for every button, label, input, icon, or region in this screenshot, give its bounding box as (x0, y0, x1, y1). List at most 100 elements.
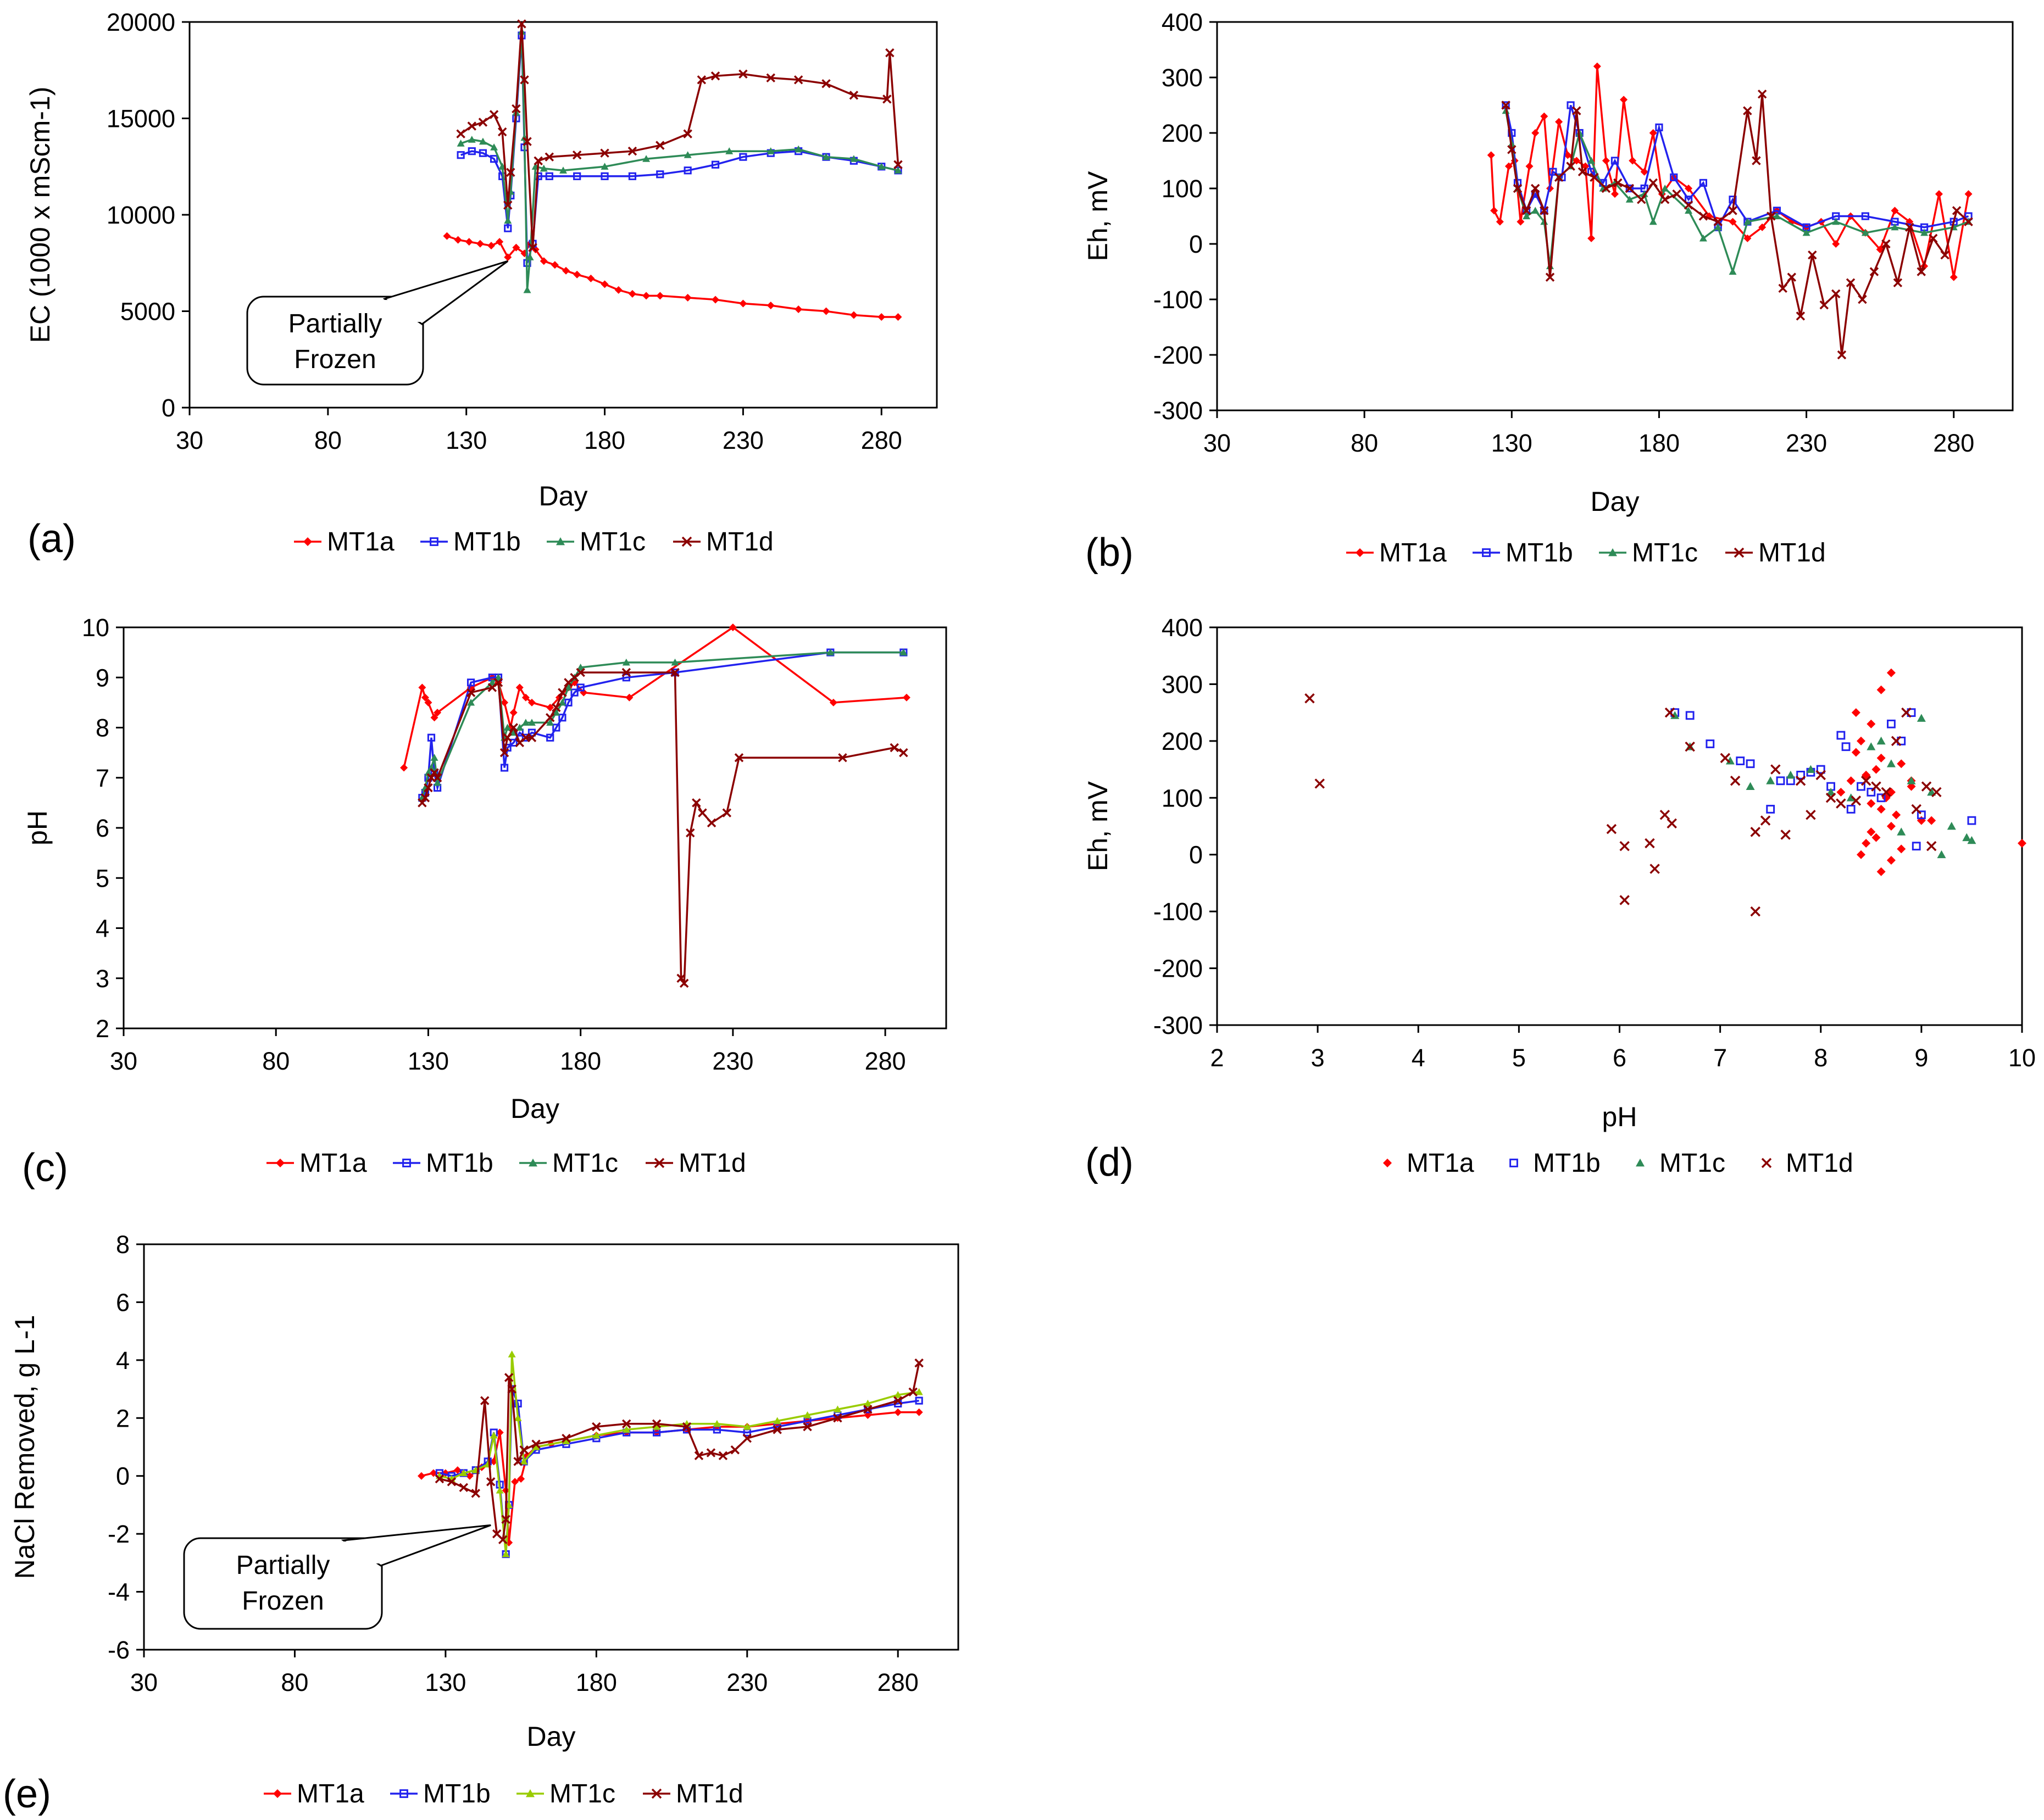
data-point (1886, 822, 1896, 831)
legend-item-mt1d: MT1d (1761, 1149, 1853, 1178)
legend-marker (399, 1789, 408, 1798)
data-point (546, 733, 554, 742)
data-point (1611, 190, 1619, 198)
data-point (1487, 151, 1495, 159)
data-point (447, 1477, 457, 1487)
data-point (628, 290, 636, 298)
x-tick-label: 130 (1491, 429, 1532, 457)
data-point (517, 19, 526, 29)
data-point (468, 136, 476, 143)
data-point (497, 127, 507, 137)
legend-item-mt1c: MT1c (519, 1149, 618, 1178)
data-point (1659, 810, 1670, 820)
data-point (1766, 805, 1775, 814)
data-point (642, 292, 651, 300)
data-point (915, 1388, 923, 1395)
legend-marker (654, 1157, 665, 1168)
data-point (893, 160, 903, 169)
legend-marker (276, 1159, 285, 1167)
data-point (1752, 156, 1761, 165)
data-point (601, 172, 609, 180)
x-tick-label: 4 (1412, 1044, 1425, 1072)
data-point (558, 714, 566, 722)
data-point (1649, 129, 1657, 137)
legend-label: MT1b (423, 1779, 491, 1808)
data-point (899, 648, 908, 656)
data-point (1760, 815, 1771, 826)
x-tick-label: 180 (560, 1047, 601, 1075)
data-point (1846, 805, 1856, 814)
data-point (1758, 223, 1767, 231)
y-tick-label: -200 (1153, 341, 1203, 369)
data-point (1546, 262, 1554, 269)
data-point (558, 698, 566, 706)
data-point (545, 172, 553, 180)
data-point (1806, 765, 1815, 773)
data-point (1836, 787, 1846, 797)
data-point (1917, 810, 1926, 820)
y-tick-label: -4 (108, 1578, 130, 1606)
y-tick-label: 300 (1162, 670, 1203, 698)
data-point (1905, 222, 1914, 232)
data-point (1757, 90, 1767, 99)
data-point (1750, 906, 1760, 917)
y-tick-label: -6 (108, 1636, 130, 1664)
data-point (1685, 207, 1693, 214)
data-point (1862, 839, 1871, 848)
data-point (1891, 736, 1902, 747)
data-point (793, 75, 803, 85)
data-point (1964, 217, 1973, 226)
data-point (1770, 764, 1781, 775)
data-point (718, 1451, 728, 1461)
data-point (558, 688, 567, 697)
data-point (902, 693, 910, 702)
data-point (679, 978, 689, 988)
data-point (684, 166, 692, 175)
x-tick-label: 80 (281, 1668, 308, 1696)
y-tick-label: 100 (1162, 784, 1203, 812)
y-tick-label: -300 (1153, 397, 1203, 425)
y-tick-label: 10000 (107, 201, 175, 229)
data-point (506, 168, 515, 177)
x-tick-label: 3 (1311, 1044, 1325, 1072)
data-point (1920, 229, 1929, 236)
data-point (1871, 833, 1881, 842)
data-point (1871, 781, 1881, 792)
data-point (1304, 693, 1315, 704)
chart-a: 30 80 130 180 230 280 0 5000 10000 15000 20000 Day E… (25, 8, 938, 561)
y-tick-label: 4 (96, 915, 109, 943)
data-point (1767, 212, 1776, 221)
data-point (773, 1417, 781, 1424)
data-point (592, 1422, 601, 1432)
data-point (1867, 799, 1876, 808)
data-point (1778, 283, 1787, 293)
data-point (564, 698, 573, 706)
data-point (534, 156, 543, 165)
data-point (1314, 778, 1325, 789)
panel-label: (e) (3, 1772, 51, 1816)
data-point (915, 1408, 923, 1416)
data-point (890, 743, 899, 753)
legend-marker (651, 1788, 662, 1799)
legend-item-mt1d: MT1d (1725, 538, 1826, 567)
y-tick-label: 200 (1162, 119, 1203, 147)
y-tick-label: -200 (1153, 955, 1203, 983)
data-point (1521, 206, 1531, 215)
data-point (795, 305, 803, 313)
y-axis-title: Eh, mV (1082, 781, 1113, 871)
legend-marker (1383, 1159, 1392, 1167)
x-tick-label: 230 (723, 426, 764, 454)
data-point (1725, 756, 1735, 765)
x-tick-label: 230 (712, 1047, 753, 1075)
legend-label: MT1a (297, 1779, 364, 1808)
data-point (1729, 196, 1737, 204)
series-mt1d (435, 1358, 924, 1544)
data-point (552, 703, 561, 713)
legend-marker (430, 537, 438, 546)
y-tick-label: 8 (116, 1231, 130, 1259)
data-point (1876, 804, 1886, 814)
legend-item-mt1b: MT1b (390, 1779, 491, 1808)
data-point (494, 674, 502, 681)
y-tick-label: 7 (96, 764, 109, 792)
data-point (1806, 810, 1816, 820)
